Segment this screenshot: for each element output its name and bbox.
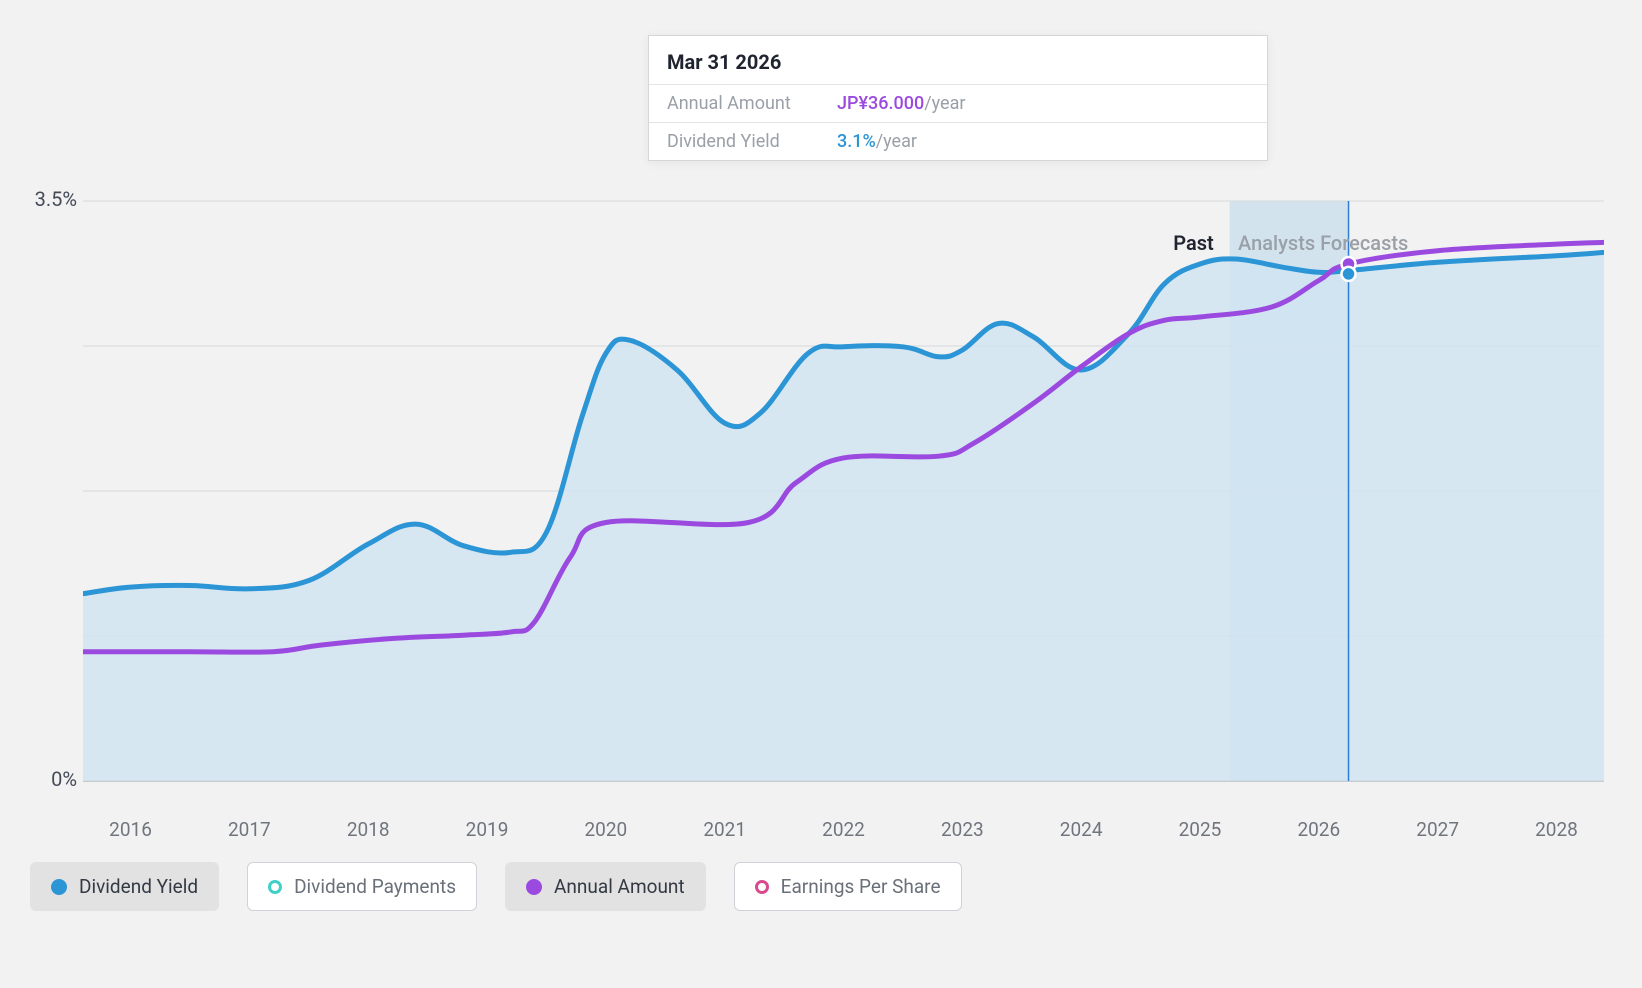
xaxis-tick: 2025 bbox=[1179, 818, 1222, 841]
xaxis-tick: 2018 bbox=[347, 818, 390, 841]
tooltip-suffix: /year bbox=[876, 131, 917, 152]
legend-swatch-icon bbox=[51, 879, 67, 895]
legend-label: Dividend Yield bbox=[79, 875, 198, 898]
yaxis-tick-min: 0% bbox=[15, 767, 77, 791]
tooltip-label: Dividend Yield bbox=[667, 131, 837, 152]
legend-swatch-icon bbox=[755, 880, 769, 894]
xaxis-tick: 2020 bbox=[584, 818, 627, 841]
legend-item-dividend-payments[interactable]: Dividend Payments bbox=[247, 862, 477, 911]
xaxis-tick: 2017 bbox=[228, 818, 271, 841]
tooltip-row-annual-amount: Annual Amount JP¥36.000/year bbox=[649, 85, 1267, 123]
tooltip-row-dividend-yield: Dividend Yield 3.1%/year bbox=[649, 123, 1267, 160]
legend-swatch-icon bbox=[268, 880, 282, 894]
legend-item-earnings-per-share[interactable]: Earnings Per Share bbox=[734, 862, 962, 911]
xaxis-tick: 2021 bbox=[703, 818, 746, 841]
xaxis-tick: 2027 bbox=[1416, 818, 1459, 841]
legend-label: Dividend Payments bbox=[294, 875, 456, 898]
legend-label: Earnings Per Share bbox=[781, 875, 941, 898]
tooltip-title: Mar 31 2026 bbox=[649, 36, 1267, 85]
tooltip-value: 3.1% bbox=[837, 131, 876, 152]
tooltip-suffix: /year bbox=[924, 93, 965, 114]
legend-item-dividend-yield[interactable]: Dividend Yield bbox=[30, 862, 219, 911]
yaxis-tick-max: 3.5% bbox=[15, 187, 77, 211]
xaxis-tick: 2028 bbox=[1535, 818, 1578, 841]
xaxis-tick: 2022 bbox=[822, 818, 865, 841]
xaxis-tick: 2016 bbox=[109, 818, 152, 841]
xaxis-tick: 2026 bbox=[1297, 818, 1340, 841]
dividend-chart: 3.5% 0% Past Analysts Forecasts 2016 2017… bbox=[0, 0, 1642, 988]
annotation-forecast: Analysts Forecasts bbox=[1238, 231, 1408, 255]
legend-label: Annual Amount bbox=[554, 875, 685, 898]
xaxis-tick: 2024 bbox=[1060, 818, 1103, 841]
xaxis-tick: 2019 bbox=[466, 818, 509, 841]
xaxis-tick: 2023 bbox=[941, 818, 984, 841]
tooltip-label: Annual Amount bbox=[667, 93, 837, 114]
chart-tooltip: Mar 31 2026 Annual Amount JP¥36.000/year… bbox=[648, 35, 1268, 161]
legend-swatch-icon bbox=[526, 879, 542, 895]
annotation-past: Past bbox=[1144, 231, 1214, 255]
chart-legend: Dividend Yield Dividend Payments Annual Am… bbox=[30, 862, 962, 911]
legend-item-annual-amount[interactable]: Annual Amount bbox=[505, 862, 706, 911]
tooltip-value: JP¥36.000 bbox=[837, 93, 924, 114]
